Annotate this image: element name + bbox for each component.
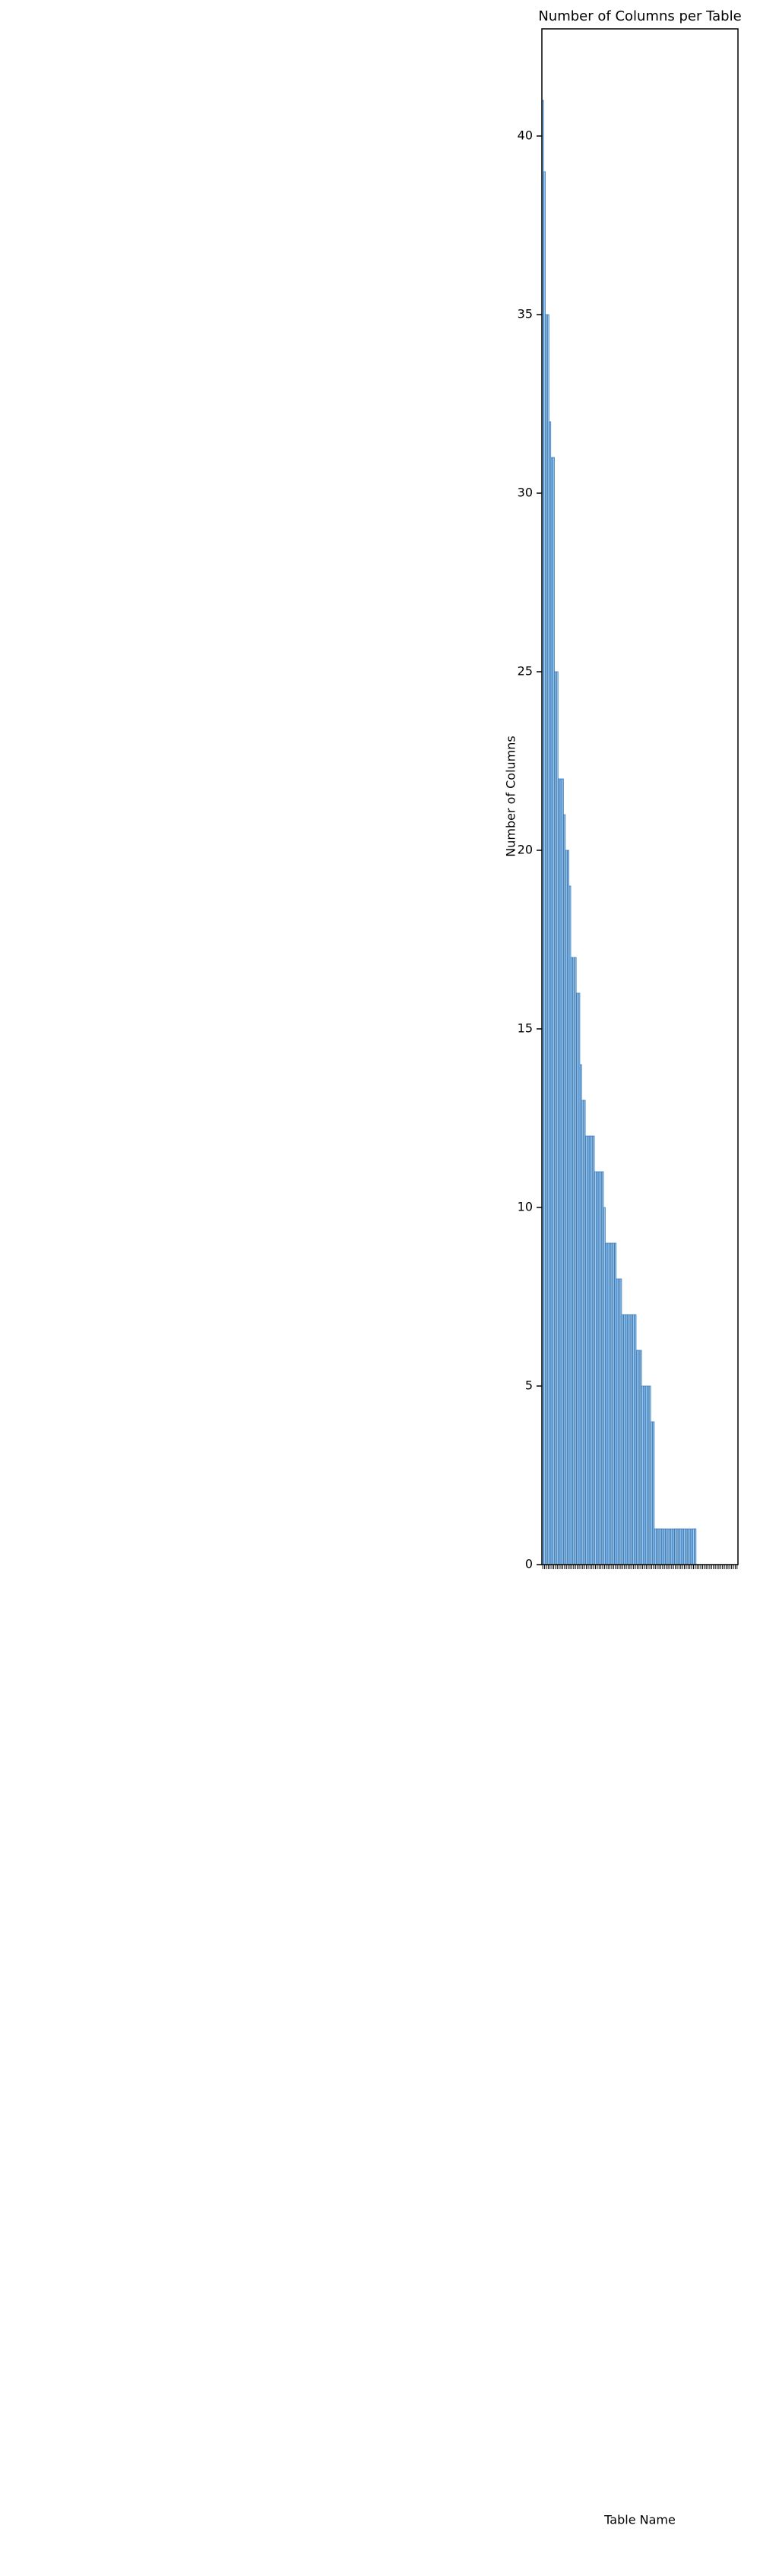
bar <box>591 1135 594 1565</box>
bar <box>638 1350 641 1565</box>
bar <box>587 1135 590 1565</box>
bar <box>550 457 553 1565</box>
bar <box>676 1528 679 1565</box>
bar <box>581 1100 584 1565</box>
bar <box>685 1528 688 1565</box>
plot-frame <box>541 28 739 1565</box>
bar <box>645 1385 648 1565</box>
bar <box>600 1171 602 1565</box>
bar <box>596 1171 599 1565</box>
y-axis-label: Number of Columns <box>504 736 518 856</box>
bar <box>610 1242 613 1565</box>
bar <box>651 1421 653 1565</box>
bar <box>576 992 578 1565</box>
bar <box>562 778 564 1565</box>
y-tick-label: 5 <box>525 1378 533 1393</box>
bar <box>585 1135 587 1565</box>
bar <box>613 1242 615 1565</box>
bar <box>648 1385 651 1565</box>
bar <box>667 1528 670 1565</box>
y-tick-label: 30 <box>518 486 533 500</box>
bar <box>592 1135 595 1565</box>
bar <box>574 957 577 1565</box>
bar <box>639 1350 642 1565</box>
bar <box>545 314 548 1565</box>
bar <box>657 1528 660 1565</box>
bar <box>627 1314 629 1565</box>
bar <box>567 850 569 1565</box>
bar <box>623 1314 626 1565</box>
bar <box>652 1421 655 1565</box>
chart-title: Number of Columns per Table <box>538 8 741 24</box>
bar <box>601 1171 604 1565</box>
bar <box>686 1528 689 1565</box>
bar <box>636 1350 638 1565</box>
bar <box>643 1385 646 1565</box>
y-tick-label: 35 <box>518 307 533 321</box>
bar <box>660 1528 662 1565</box>
bar <box>694 1528 697 1565</box>
bar <box>692 1528 695 1565</box>
bar <box>669 1528 671 1565</box>
bar <box>553 457 555 1565</box>
bar <box>614 1242 617 1565</box>
bar <box>554 671 557 1565</box>
bar <box>594 1171 597 1565</box>
bar <box>606 1242 610 1565</box>
bar <box>605 1242 608 1565</box>
bar <box>630 1314 633 1565</box>
bar <box>672 1528 675 1565</box>
bar <box>670 1528 673 1565</box>
bar <box>618 1278 620 1565</box>
bar <box>619 1278 622 1565</box>
bar <box>547 314 549 1565</box>
bar <box>647 1385 650 1565</box>
bar <box>556 671 559 1565</box>
bar <box>597 1171 600 1565</box>
bar <box>674 1528 676 1565</box>
y-tick-label: 0 <box>525 1557 533 1571</box>
bar <box>578 992 581 1565</box>
bar <box>641 1385 644 1565</box>
bar <box>625 1314 628 1565</box>
x-axis-label: Table Name <box>603 2513 676 2527</box>
bar <box>565 850 568 1565</box>
bar <box>679 1528 682 1565</box>
bar <box>571 957 573 1565</box>
bar <box>580 1064 582 1565</box>
y-tick-label: 10 <box>518 1200 533 1214</box>
bar <box>549 421 552 1565</box>
y-tick-label: 15 <box>518 1021 533 1036</box>
bar <box>572 957 575 1565</box>
bar <box>583 1100 586 1565</box>
bar <box>629 1314 632 1565</box>
bar <box>661 1528 664 1565</box>
bar <box>656 1528 659 1565</box>
bar <box>616 1278 619 1565</box>
bar <box>558 778 561 1565</box>
bar <box>663 1528 666 1565</box>
bar <box>683 1528 686 1565</box>
bar <box>678 1528 680 1565</box>
bar <box>690 1528 693 1565</box>
bar <box>609 1242 611 1565</box>
bar <box>681 1528 684 1565</box>
bar <box>588 1135 591 1565</box>
bar <box>621 1314 624 1565</box>
bar <box>632 1314 635 1565</box>
y-tick-label: 40 <box>518 128 533 143</box>
y-tick-label: 25 <box>518 664 533 679</box>
bar <box>689 1528 692 1565</box>
bar <box>654 1528 657 1565</box>
bar <box>568 885 572 1565</box>
bar <box>603 1207 606 1565</box>
bar <box>559 778 562 1565</box>
bar <box>543 171 546 1565</box>
bar <box>563 814 566 1565</box>
y-tick-label: 20 <box>518 843 533 857</box>
bar <box>634 1314 637 1565</box>
bar <box>665 1528 667 1565</box>
